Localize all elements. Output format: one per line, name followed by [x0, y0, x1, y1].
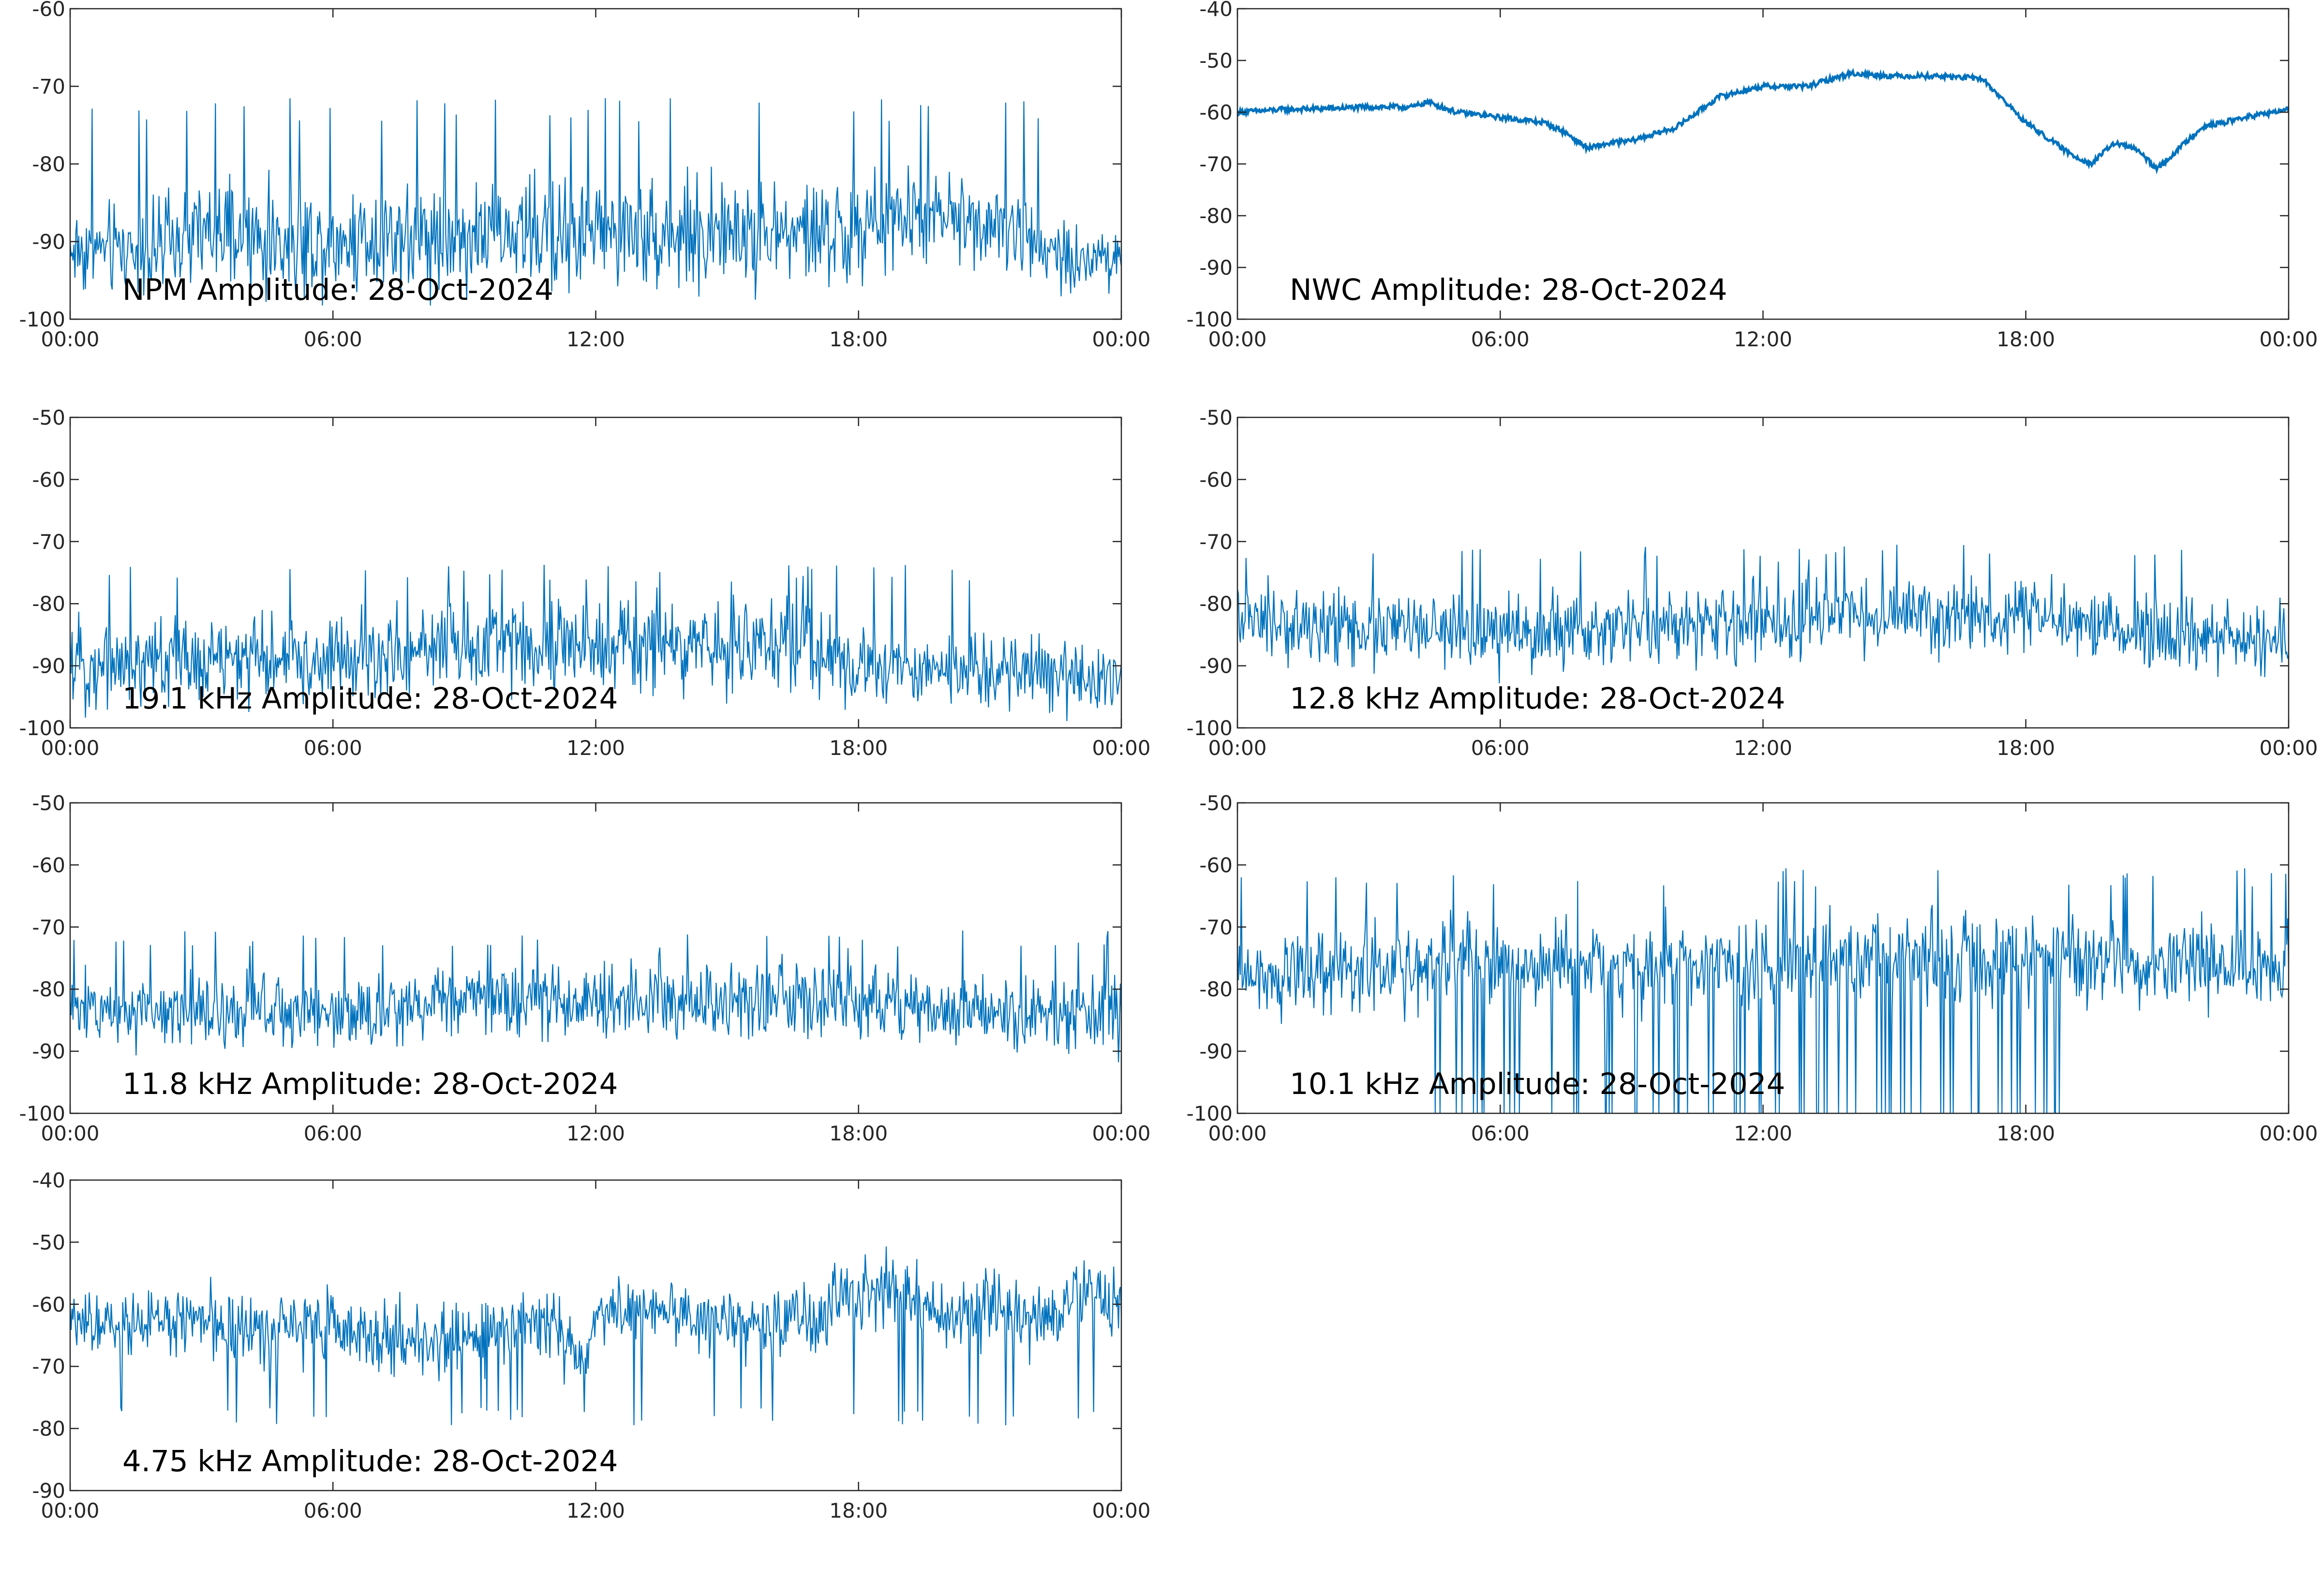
chart-title: NWC Amplitude: 28-Oct-2024	[1290, 273, 1727, 307]
x-tick-label: 12:00	[566, 327, 625, 351]
x-tick-label: 12:00	[1734, 736, 1792, 760]
x-tick-label: 12:00	[566, 1499, 625, 1522]
chart-panel: -90 -80 -70 -60 -50 -40 00:00 06:00 12:00 18:00 00…	[32, 1168, 1150, 1522]
y-tick-label: -90	[1199, 1040, 1233, 1064]
y-tick-label: -40	[1199, 0, 1233, 21]
y-tick-label: -60	[1199, 853, 1233, 877]
x-tick-label: 18:00	[829, 327, 888, 351]
y-tick-label: -80	[32, 592, 65, 616]
y-tick-label: -100	[1187, 1102, 1233, 1125]
x-tick-label: 06:00	[304, 1499, 362, 1522]
x-tick-label: 00:00	[1208, 1122, 1266, 1145]
x-tick-label: 18:00	[829, 1122, 888, 1145]
y-tick-label: -90	[1199, 256, 1233, 280]
y-tick-label: -70	[32, 1355, 65, 1378]
y-tick-label: -80	[1199, 977, 1233, 1001]
chart-title: 11.8 kHz Amplitude: 28-Oct-2024	[122, 1067, 618, 1101]
y-tick-label: -50	[32, 791, 65, 815]
y-tick-label: -90	[32, 1479, 65, 1503]
y-tick-label: -60	[1199, 101, 1233, 124]
y-tick-label: -80	[32, 1417, 65, 1441]
chart-panel: -100 -90 -80 -70 -60 -50 -40 00:00 06:00 12:00 18:…	[1187, 0, 2318, 351]
y-tick-label: -70	[1199, 530, 1233, 554]
y-tick-label: -80	[1199, 592, 1233, 616]
x-tick-label: 00:00	[1092, 1122, 1150, 1145]
y-tick-label: -50	[1199, 49, 1233, 73]
x-tick-label: 06:00	[1471, 736, 1530, 760]
y-tick-label: -70	[1199, 916, 1233, 939]
x-tick-label: 12:00	[566, 736, 625, 760]
x-tick-label: 00:00	[41, 327, 99, 351]
x-tick-label: 00:00	[1092, 327, 1150, 351]
x-tick-label: 12:00	[1734, 1122, 1792, 1145]
y-tick-label: -90	[32, 230, 65, 254]
y-tick-label: -80	[1199, 204, 1233, 228]
x-tick-label: 00:00	[41, 1122, 99, 1145]
x-tick-label: 06:00	[304, 327, 362, 351]
y-tick-label: -60	[32, 1293, 65, 1316]
chart-panel: -100 -90 -80 -70 -60 -50 00:00 06:00 12:00 18:00 0…	[19, 406, 1151, 760]
y-tick-label: -60	[32, 853, 65, 877]
y-tick-label: -100	[19, 716, 65, 740]
x-tick-label: 06:00	[1471, 327, 1530, 351]
y-tick-label: -60	[1199, 468, 1233, 491]
y-tick-label: -70	[32, 75, 65, 99]
chart-title: 12.8 kHz Amplitude: 28-Oct-2024	[1290, 681, 1785, 716]
x-tick-label: 06:00	[304, 736, 362, 760]
x-tick-label: 00:00	[41, 736, 99, 760]
x-tick-label: 06:00	[304, 1122, 362, 1145]
chart-title: NPM Amplitude: 28-Oct-2024	[122, 273, 553, 307]
x-tick-label: 00:00	[1208, 327, 1266, 351]
x-tick-label: 00:00	[2259, 1122, 2318, 1145]
chart-title: 10.1 kHz Amplitude: 28-Oct-2024	[1290, 1067, 1785, 1101]
y-tick-label: -80	[32, 977, 65, 1001]
data-series-line	[70, 564, 1121, 721]
data-series-line	[70, 1246, 1121, 1426]
y-tick-label: -70	[1199, 152, 1233, 176]
x-tick-label: 00:00	[1092, 1499, 1150, 1522]
data-series-line	[1237, 545, 2289, 683]
chart-panel: -100 -90 -80 -70 -60 00:00 06:00 12:00 18:00 00:0…	[19, 0, 1151, 351]
y-tick-label: -100	[1187, 716, 1233, 740]
x-tick-label: 12:00	[1734, 327, 1792, 351]
x-tick-label: 00:00	[1208, 736, 1266, 760]
x-tick-label: 18:00	[829, 736, 888, 760]
x-tick-label: 18:00	[1996, 327, 2055, 351]
y-tick-label: -50	[32, 406, 65, 429]
x-tick-label: 00:00	[1092, 736, 1150, 760]
chart-panel: -100 -90 -80 -70 -60 -50 00:00 06:00 12:00 18:00 0…	[1187, 406, 2318, 760]
chart-panel: -100 -90 -80 -70 -60 -50 00:00 06:00 12:00 18:00 0…	[19, 791, 1151, 1145]
x-tick-label: 18:00	[1996, 736, 2055, 760]
x-tick-label: 12:00	[566, 1122, 625, 1145]
y-tick-label: -50	[1199, 791, 1233, 815]
data-series-line	[70, 930, 1121, 1063]
x-tick-label: 06:00	[1471, 1122, 1530, 1145]
chart-title: 19.1 kHz Amplitude: 28-Oct-2024	[122, 681, 618, 716]
y-tick-label: -40	[32, 1168, 65, 1192]
y-tick-label: -50	[1199, 406, 1233, 429]
x-tick-label: 00:00	[41, 1499, 99, 1522]
y-tick-label: -50	[32, 1230, 65, 1254]
y-tick-label: -70	[32, 916, 65, 939]
y-tick-label: -70	[32, 530, 65, 554]
y-tick-label: -80	[32, 152, 65, 176]
y-tick-label: -100	[19, 308, 65, 331]
y-tick-label: -90	[32, 654, 65, 678]
x-tick-label: 00:00	[2259, 327, 2318, 351]
y-tick-label: -90	[32, 1040, 65, 1064]
y-tick-label: -60	[32, 0, 65, 21]
x-tick-label: 18:00	[829, 1499, 888, 1522]
y-tick-label: -100	[1187, 308, 1233, 331]
y-tick-label: -90	[1199, 654, 1233, 678]
chart-title: 4.75 kHz Amplitude: 28-Oct-2024	[122, 1444, 618, 1478]
chart-panel: -100 -90 -80 -70 -60 -50 00:00 06:00 12:00 18:00 0…	[1187, 791, 2318, 1145]
data-series-line	[1237, 68, 2289, 175]
x-tick-label: 18:00	[1996, 1122, 2055, 1145]
y-tick-label: -60	[32, 468, 65, 491]
x-tick-label: 00:00	[2259, 736, 2318, 760]
data-series-line	[1237, 868, 2289, 1113]
y-tick-label: -100	[19, 1102, 65, 1125]
data-series-line	[70, 98, 1121, 306]
